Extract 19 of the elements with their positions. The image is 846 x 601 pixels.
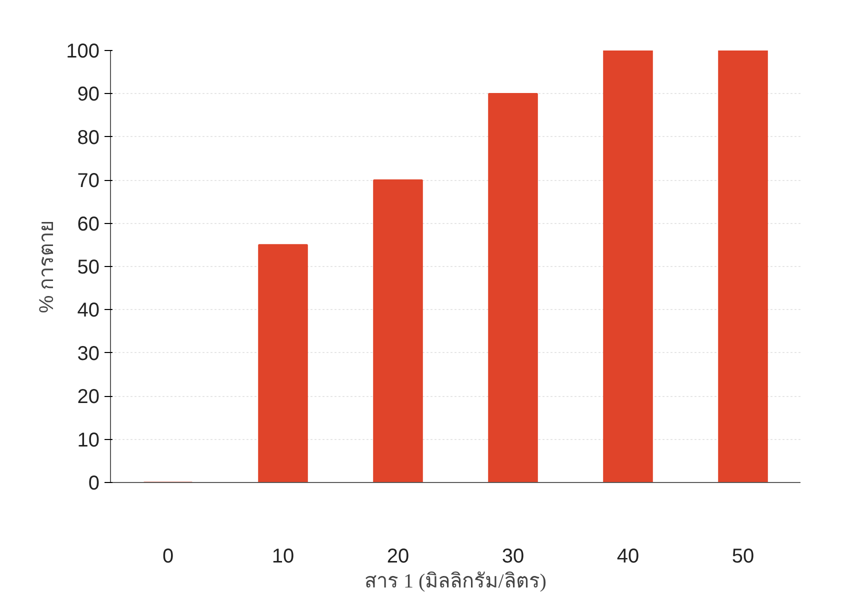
y-tick-label: 60 <box>77 213 100 236</box>
x-tick-label: 30 <box>502 546 524 568</box>
y-tick-label: 70 <box>77 170 100 192</box>
x-axis-title: สาร 1 (มิลลิกรัม/ลิตร) <box>364 570 546 592</box>
y-tick-label: 20 <box>77 386 100 408</box>
x-tick-label: 10 <box>272 546 294 568</box>
y-tick-label: 30 <box>77 342 100 365</box>
y-tick-label: 50 <box>77 256 100 278</box>
x-tick-label: 50 <box>732 546 754 568</box>
x-tick-label: 40 <box>616 546 640 568</box>
y-tick-label: 100 <box>66 40 100 62</box>
y-tick-label: 40 <box>77 300 100 322</box>
y-tick-label: 10 <box>77 429 100 452</box>
x-tick-label: 0 <box>162 546 174 568</box>
y-tick-label: 80 <box>77 126 100 149</box>
y-axis-title: % การตาย <box>36 220 58 314</box>
y-tick-label: 0 <box>88 472 100 494</box>
y-tick-label: 90 <box>77 84 100 106</box>
x-tick-label: 20 <box>386 546 410 568</box>
